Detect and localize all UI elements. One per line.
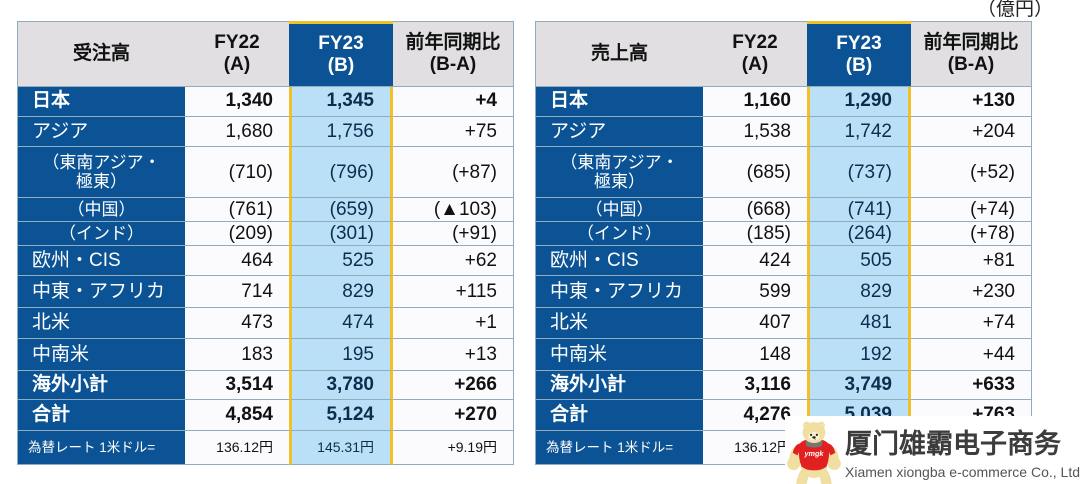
svg-text:ymgk: ymgk: [804, 449, 825, 458]
